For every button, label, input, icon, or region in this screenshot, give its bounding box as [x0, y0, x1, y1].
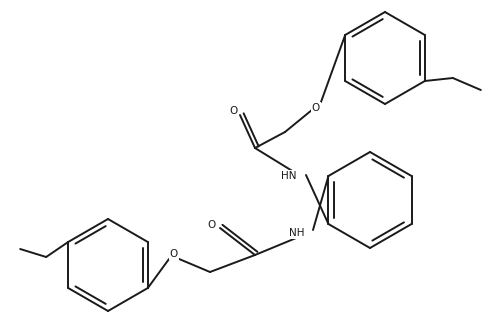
- Text: O: O: [312, 103, 320, 113]
- Text: O: O: [229, 106, 237, 116]
- Text: NH: NH: [289, 228, 305, 238]
- Text: O: O: [170, 249, 178, 259]
- Text: O: O: [208, 220, 216, 230]
- Text: HN: HN: [280, 171, 296, 181]
